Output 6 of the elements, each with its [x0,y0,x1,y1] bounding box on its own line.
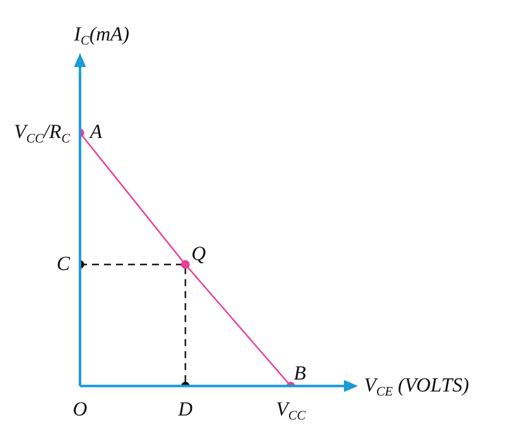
annotation: Q [191,242,206,265]
x-tick-label: O [72,398,88,420]
x-tick-label: D [177,398,194,420]
annotation: A [88,121,103,144]
annotation: B [294,362,306,384]
annotation: C [56,252,71,275]
